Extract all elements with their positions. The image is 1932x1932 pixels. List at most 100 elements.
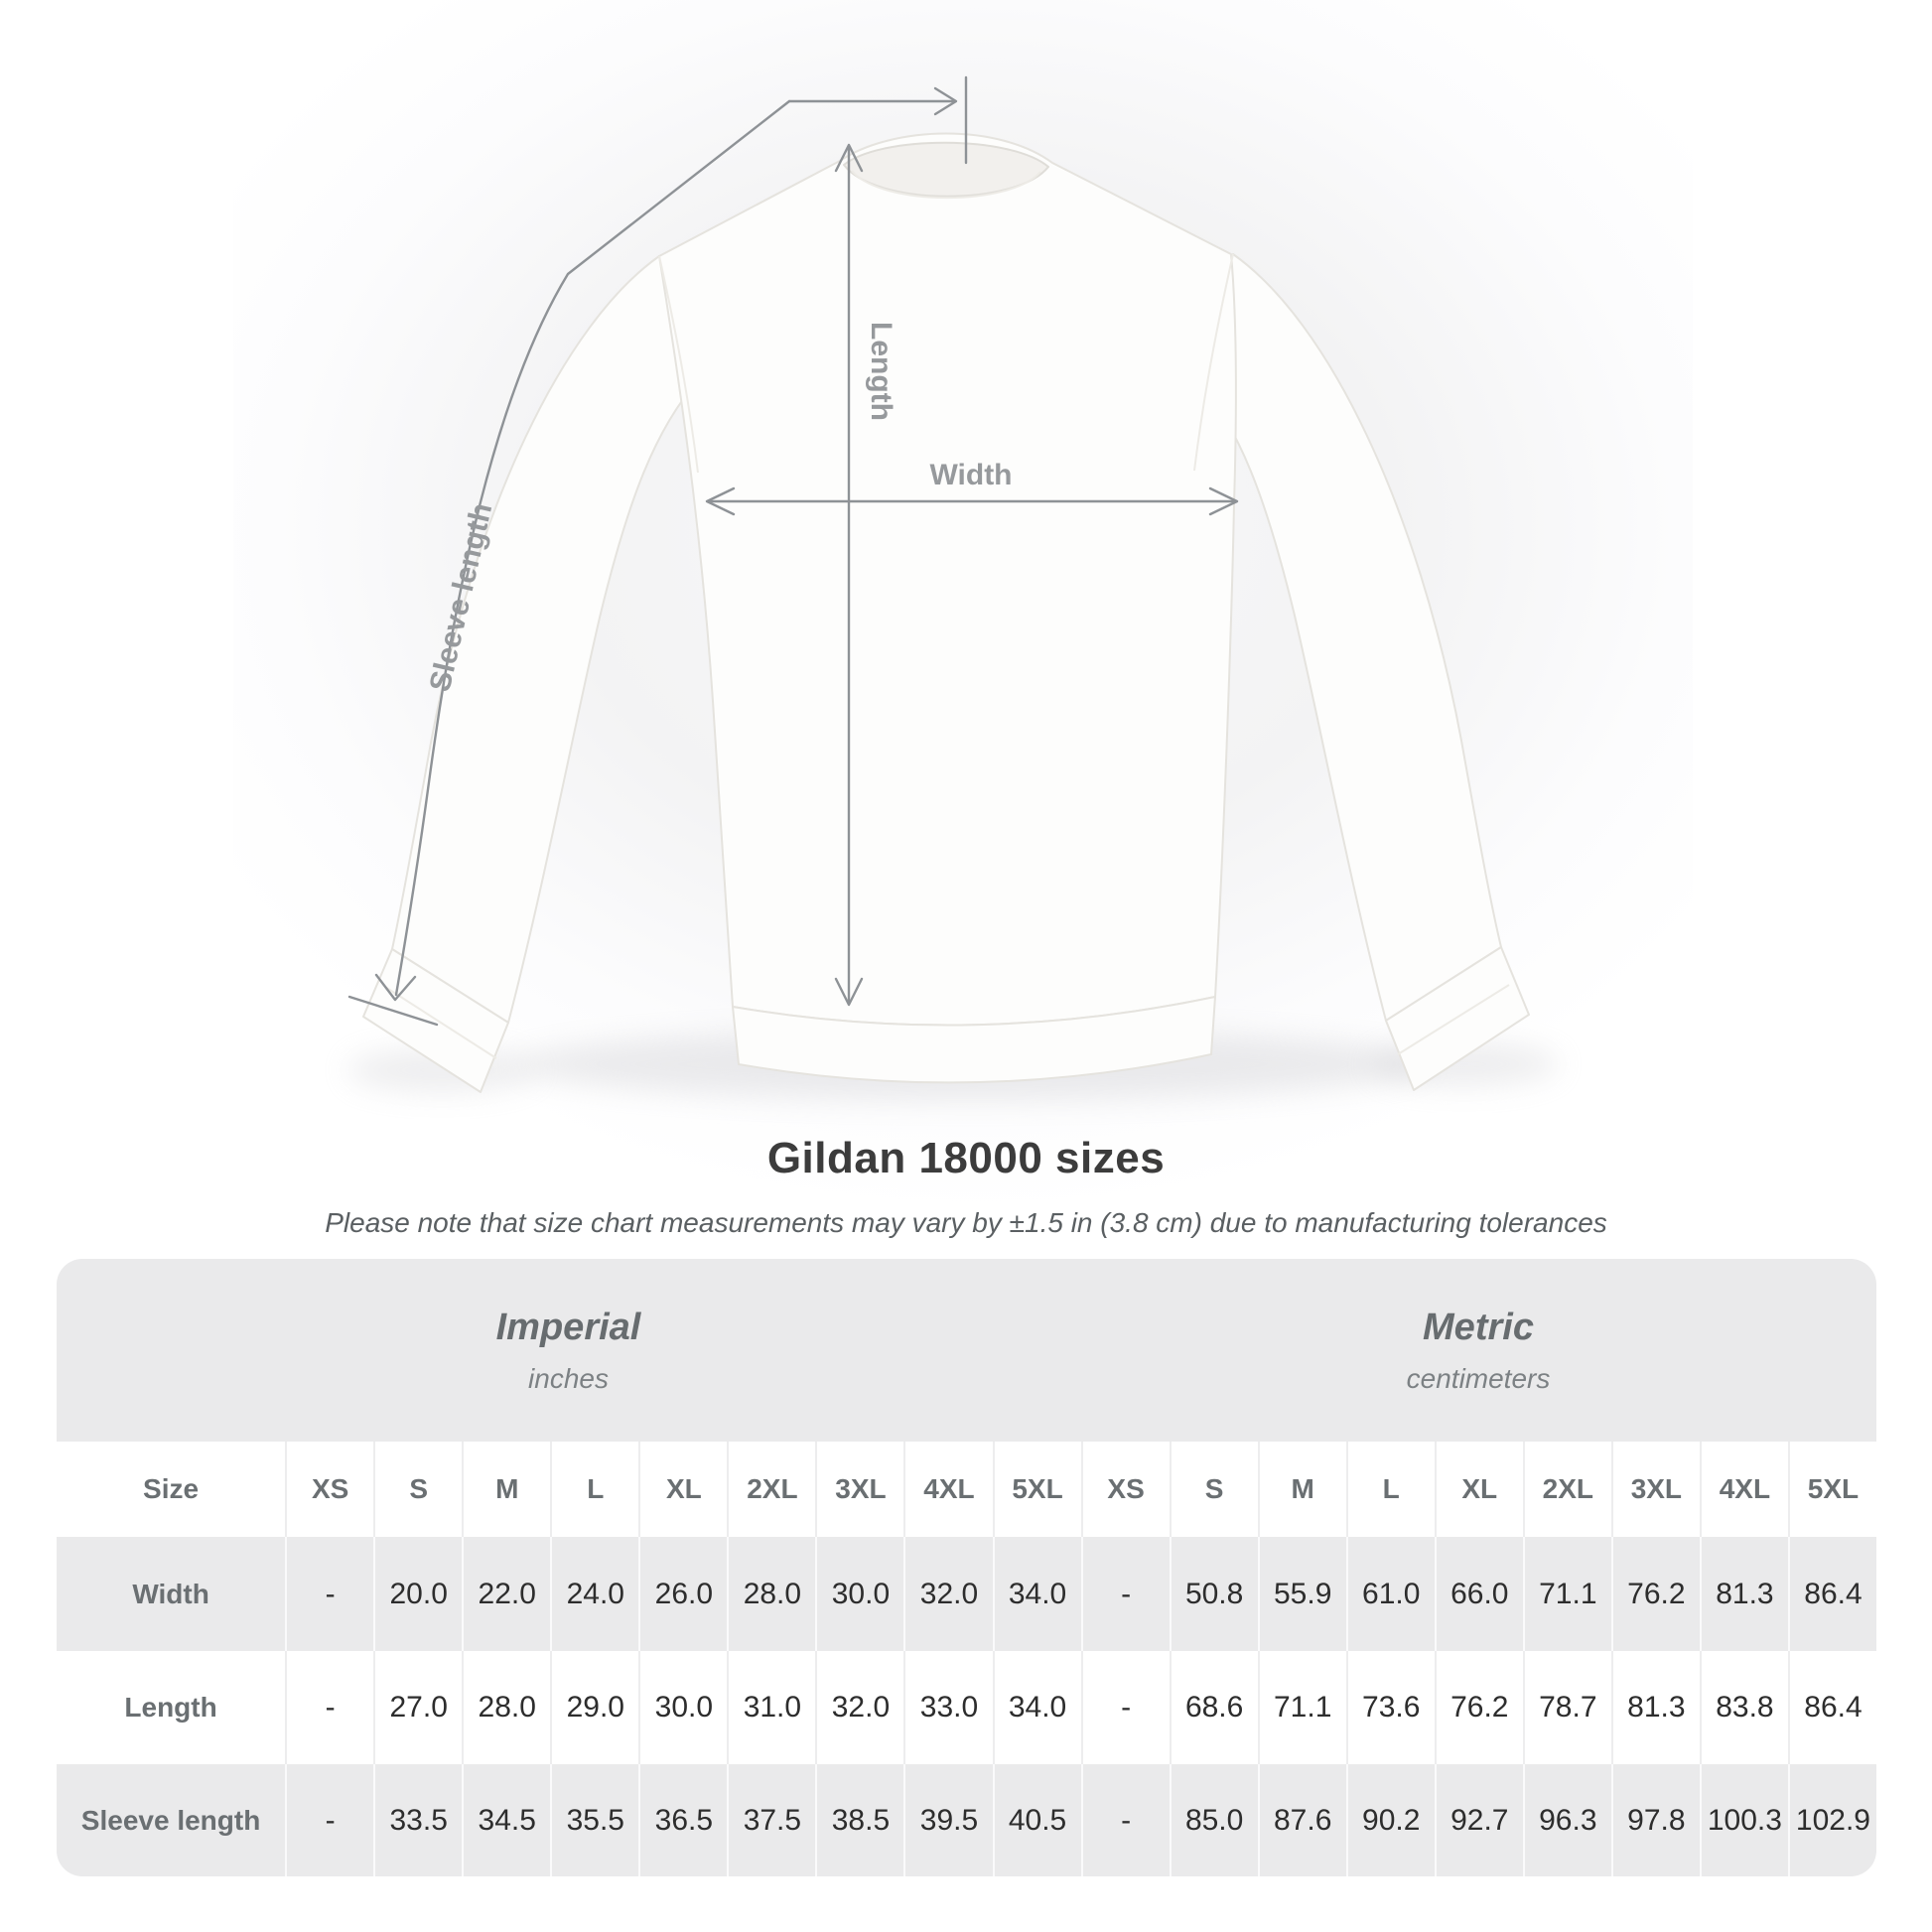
metric-value-cell: 92.7 xyxy=(1434,1764,1523,1876)
size-header-row: Size XS S M L XL 2XL 3XL 4XL 5XL XS S M L XL 2XL 3XL 4XL 5… xyxy=(57,1442,1876,1537)
metric-section-title: Metric xyxy=(1423,1306,1534,1348)
sleeve-bottom-arrowhead xyxy=(374,973,417,1002)
metric-value-cell: 76.2 xyxy=(1610,1537,1700,1651)
metric-value-cell: 86.4 xyxy=(1787,1537,1876,1651)
unit-system-header: Imperial inches Metric centimeters xyxy=(57,1259,1876,1442)
size-col-header-metric-s: S xyxy=(1169,1442,1258,1537)
size-col-header-metric-m: M xyxy=(1257,1442,1346,1537)
size-col-header-metric-2xl: 2XL xyxy=(1522,1442,1611,1537)
imperial-value-cell: - xyxy=(285,1651,373,1764)
width-row: Width -20.0 22.0 24.0 26.0 28.0 30.0 32.0 34.0-5… xyxy=(57,1537,1876,1651)
measurement-lines xyxy=(347,75,1239,1027)
metric-value-cell: 71.1 xyxy=(1522,1537,1611,1651)
size-col-header-imperial-l: L xyxy=(550,1442,638,1537)
size-col-header-metric-xl: XL xyxy=(1434,1442,1523,1537)
imperial-value-cell: 38.5 xyxy=(815,1764,903,1876)
size-col-header-metric-5xl: 5XL xyxy=(1787,1442,1876,1537)
metric-value-cell: 78.7 xyxy=(1522,1651,1611,1764)
right-cuff xyxy=(1385,946,1530,1091)
metric-value-cell: 81.3 xyxy=(1610,1651,1700,1764)
metric-value-cell: - xyxy=(1080,1651,1170,1764)
metric-value-cell: - xyxy=(1080,1537,1170,1651)
metric-value-cell: 55.9 xyxy=(1257,1537,1346,1651)
length-top-arrowhead xyxy=(834,143,864,173)
size-col-header-metric-3xl: 3XL xyxy=(1610,1442,1700,1537)
imperial-value-cell: 26.0 xyxy=(638,1537,727,1651)
imperial-value-cell: 34.5 xyxy=(462,1764,550,1876)
left-shoulder-seam xyxy=(658,255,699,474)
metric-value-cell: 83.8 xyxy=(1699,1651,1788,1764)
collar-seam xyxy=(851,170,1041,200)
length-label: Length xyxy=(865,322,897,421)
sleeve-length-line xyxy=(394,99,791,997)
measurement-row-label: Width xyxy=(132,1578,209,1609)
imperial-value-cell: 29.0 xyxy=(550,1651,638,1764)
size-col-header-imperial-s: S xyxy=(373,1442,462,1537)
measurement-row-label: Length xyxy=(124,1692,217,1723)
size-col-header-metric-l: L xyxy=(1345,1442,1435,1537)
imperial-value-cell: - xyxy=(285,1537,373,1651)
imperial-value-cell: 33.0 xyxy=(903,1651,992,1764)
imperial-value-cell: 27.0 xyxy=(373,1651,462,1764)
imperial-value-cell: 30.0 xyxy=(638,1651,727,1764)
imperial-value-cell: 32.0 xyxy=(903,1537,992,1651)
imperial-section-header: Imperial inches xyxy=(57,1259,1080,1442)
imperial-value-cell: 37.5 xyxy=(727,1764,815,1876)
imperial-value-cell: 31.0 xyxy=(727,1651,815,1764)
size-col-header-imperial-m: M xyxy=(462,1442,550,1537)
sleeve-length-row: Sleeve length -33.5 34.5 35.5 36.5 37.5 38.5 39… xyxy=(57,1764,1876,1876)
size-col-header-imperial-3xl: 3XL xyxy=(815,1442,903,1537)
metric-value-cell: 97.8 xyxy=(1610,1764,1700,1876)
size-col-header-metric-xs: XS xyxy=(1080,1442,1170,1537)
sleeve-bottom-tick xyxy=(347,995,439,1027)
imperial-value-cell: 24.0 xyxy=(550,1537,638,1651)
collar xyxy=(843,141,1049,198)
imperial-value-cell: 28.0 xyxy=(727,1537,815,1651)
left-cuff xyxy=(362,948,509,1093)
metric-value-cell: 100.3 xyxy=(1699,1764,1788,1876)
caption-block: Gildan 18000 sizes Please note that size… xyxy=(0,1134,1932,1239)
metric-section-header: Metric centimeters xyxy=(1080,1259,1876,1442)
metric-value-cell: 96.3 xyxy=(1522,1764,1611,1876)
sweatshirt-measurement-diagram: Length Width Sleeve length xyxy=(347,75,1559,1100)
width-right-arrowhead xyxy=(1208,486,1239,516)
size-chart-table: Imperial inches Metric centimeters Size X… xyxy=(57,1259,1876,1876)
right-shoulder-seam xyxy=(1193,253,1234,472)
size-col-header-imperial-4xl: 4XL xyxy=(903,1442,992,1537)
imperial-section-unit: inches xyxy=(528,1362,609,1394)
metric-value-cell: 81.3 xyxy=(1699,1537,1788,1651)
imperial-value-cell: 32.0 xyxy=(815,1651,903,1764)
metric-value-cell: 86.4 xyxy=(1787,1651,1876,1764)
size-col-header-imperial-xs: XS xyxy=(285,1442,373,1537)
metric-value-cell: 66.0 xyxy=(1434,1537,1523,1651)
metric-value-cell: 68.6 xyxy=(1169,1651,1258,1764)
width-label: Width xyxy=(929,459,1012,491)
metric-value-cell: 71.1 xyxy=(1257,1651,1346,1764)
imperial-value-cell: 39.5 xyxy=(903,1764,992,1876)
tolerance-note: Please note that size chart measurements… xyxy=(325,1207,1607,1238)
metric-value-cell: 90.2 xyxy=(1345,1764,1435,1876)
imperial-value-cell: 30.0 xyxy=(815,1537,903,1651)
body-panel xyxy=(658,132,1237,1027)
metric-value-cell: 85.0 xyxy=(1169,1764,1258,1876)
waistband xyxy=(732,996,1216,1084)
sweatshirt-illustration xyxy=(362,132,1530,1093)
size-col-header-metric-4xl: 4XL xyxy=(1699,1442,1788,1537)
metric-value-cell: 76.2 xyxy=(1434,1651,1523,1764)
width-left-arrowhead xyxy=(705,486,736,516)
size-col-header-imperial-2xl: 2XL xyxy=(727,1442,815,1537)
size-col-header-imperial-5xl: 5XL xyxy=(992,1442,1081,1537)
imperial-value-cell: 34.0 xyxy=(992,1651,1081,1764)
metric-value-cell: 50.8 xyxy=(1169,1537,1258,1651)
metric-value-cell: 102.9 xyxy=(1787,1764,1876,1876)
imperial-value-cell: 36.5 xyxy=(638,1764,727,1876)
page-title: Gildan 18000 sizes xyxy=(766,1134,1166,1182)
metric-value-cell: 61.0 xyxy=(1345,1537,1435,1651)
measurement-row-label: Sleeve length xyxy=(80,1804,261,1836)
imperial-value-cell: 33.5 xyxy=(373,1764,462,1876)
metric-value-cell: 87.6 xyxy=(1257,1764,1346,1876)
imperial-value-cell: 40.5 xyxy=(992,1764,1081,1876)
imperial-value-cell: 28.0 xyxy=(462,1651,550,1764)
imperial-section-title: Imperial xyxy=(495,1306,641,1348)
